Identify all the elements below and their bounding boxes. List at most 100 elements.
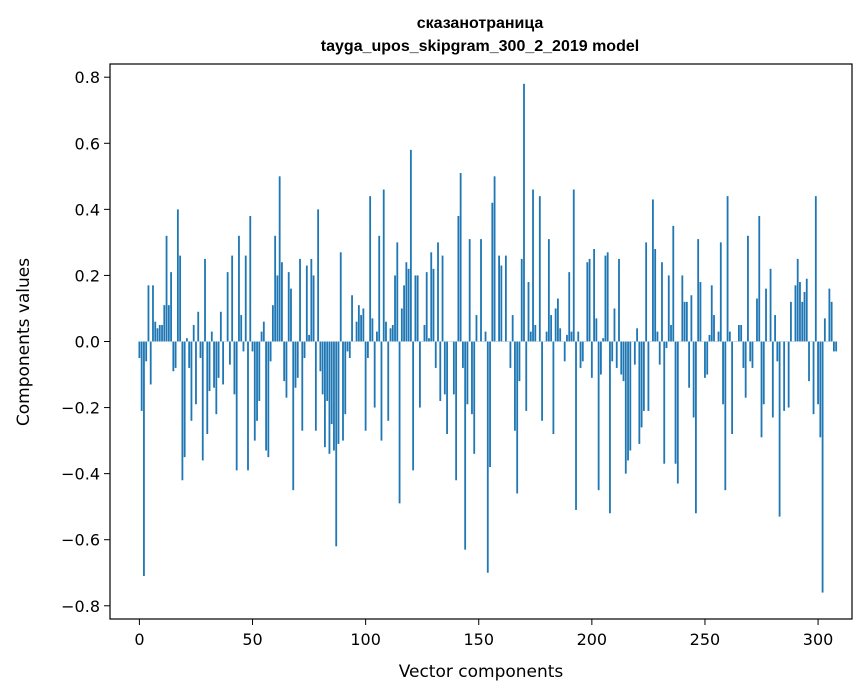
bar-component-174 xyxy=(532,189,534,342)
bar-component-233 xyxy=(665,341,668,349)
bar-component-241 xyxy=(683,301,686,342)
bar-component-33 xyxy=(213,341,215,388)
y-axis-ticks: −0.8 −0.6 −0.4 −0.2 0.0 0.2 0.4 0.6 0.8 xyxy=(61,68,110,616)
y-tick-label: 0.2 xyxy=(75,266,100,285)
x-tick-label: 150 xyxy=(463,630,494,649)
bar-component-287 xyxy=(787,341,790,408)
bar-component-202 xyxy=(595,318,598,342)
bar-component-195 xyxy=(579,341,582,368)
bar-component-260 xyxy=(726,196,729,342)
bar-component-256 xyxy=(717,331,720,342)
bar-component-271 xyxy=(751,341,754,368)
bar-component-276 xyxy=(762,341,765,405)
bar-component-83 xyxy=(326,341,329,401)
bar-component-142 xyxy=(459,173,462,342)
bar-component-148 xyxy=(473,341,476,454)
bar-component-306 xyxy=(830,301,833,342)
bar-component-244 xyxy=(690,295,693,342)
bar-component-208 xyxy=(609,341,611,514)
bar-component-133 xyxy=(439,341,442,401)
bar-component-270 xyxy=(749,341,752,362)
bar-component-207 xyxy=(606,252,609,342)
bar-component-175 xyxy=(534,324,537,342)
bar-component-14 xyxy=(170,272,172,342)
bar-component-186 xyxy=(559,328,562,342)
bar-component-25 xyxy=(195,341,197,405)
bar-component-248 xyxy=(699,282,702,342)
bar-component-172 xyxy=(527,282,530,342)
bar-component-22 xyxy=(188,341,191,368)
bar-component-97 xyxy=(357,305,360,342)
bar-component-102 xyxy=(369,196,372,342)
bar-component-275 xyxy=(760,341,763,438)
bar-component-0 xyxy=(138,341,141,359)
bar-component-1 xyxy=(140,341,143,411)
bar-component-108 xyxy=(382,189,385,342)
bar-component-235 xyxy=(670,324,672,342)
bar-component-131 xyxy=(434,341,437,368)
bar-component-285 xyxy=(783,341,786,411)
bar-component-86 xyxy=(333,341,335,451)
bar-component-76 xyxy=(310,258,313,342)
bar-component-96 xyxy=(355,321,358,342)
x-tick-label: 100 xyxy=(350,630,381,649)
bar-component-159 xyxy=(498,255,500,342)
bar-component-237 xyxy=(674,341,677,464)
bar-component-114 xyxy=(396,242,399,342)
bar-component-42 xyxy=(233,341,236,395)
bar-component-89 xyxy=(339,252,342,342)
bar-component-246 xyxy=(695,341,697,514)
bar-component-66 xyxy=(287,272,290,342)
bar-component-153 xyxy=(484,331,487,342)
bar-component-103 xyxy=(371,318,374,342)
y-tick-label: −0.6 xyxy=(61,531,100,550)
bar-component-204 xyxy=(599,341,602,375)
bar-component-4 xyxy=(147,285,150,342)
bar-component-36 xyxy=(219,311,222,342)
y-tick-label: 0.8 xyxy=(75,68,100,87)
bar-component-196 xyxy=(581,341,584,362)
bar-component-230 xyxy=(658,341,661,365)
bar-component-127 xyxy=(425,272,428,342)
bar-component-28 xyxy=(201,341,204,461)
bar-component-203 xyxy=(597,341,600,491)
bar-component-19 xyxy=(181,341,184,481)
bar-component-61 xyxy=(276,275,279,342)
bar-component-201 xyxy=(593,249,596,342)
bar-component-296 xyxy=(808,341,810,382)
bar-component-80 xyxy=(319,341,322,372)
bar-component-26 xyxy=(197,311,200,342)
bar-component-118 xyxy=(405,262,408,342)
bar-component-106 xyxy=(378,235,381,342)
bar-component-94 xyxy=(351,295,353,342)
bar-component-234 xyxy=(667,275,670,342)
bar-component-134 xyxy=(441,255,444,342)
bar-component-154 xyxy=(486,341,489,573)
bar-component-231 xyxy=(661,262,663,342)
bar-component-112 xyxy=(391,324,394,342)
bar-component-84 xyxy=(328,341,331,454)
bar-component-224 xyxy=(645,242,648,342)
bar-component-257 xyxy=(719,242,722,342)
bar-component-73 xyxy=(303,341,306,359)
bar-component-243 xyxy=(688,341,691,388)
bar-component-6 xyxy=(152,285,154,342)
bar-component-295 xyxy=(805,278,808,342)
bar-component-12 xyxy=(165,235,168,342)
bar-component-145 xyxy=(466,341,469,405)
bar-component-212 xyxy=(618,258,620,342)
bar-component-268 xyxy=(744,341,747,398)
bar-component-16 xyxy=(174,341,177,368)
bar-component-265 xyxy=(737,324,740,342)
bar-component-242 xyxy=(685,301,688,342)
bar-component-139 xyxy=(452,341,455,395)
bar-component-185 xyxy=(557,298,559,342)
bar-component-291 xyxy=(796,258,799,342)
bar-component-283 xyxy=(778,341,781,517)
bar-component-17 xyxy=(176,209,179,342)
bar-component-184 xyxy=(554,308,557,342)
x-axis-ticks: 0 50 100 150 200 250 300 xyxy=(134,619,833,649)
bar-component-149 xyxy=(475,315,478,342)
bar-component-116 xyxy=(400,308,403,342)
bar-component-85 xyxy=(330,341,333,425)
